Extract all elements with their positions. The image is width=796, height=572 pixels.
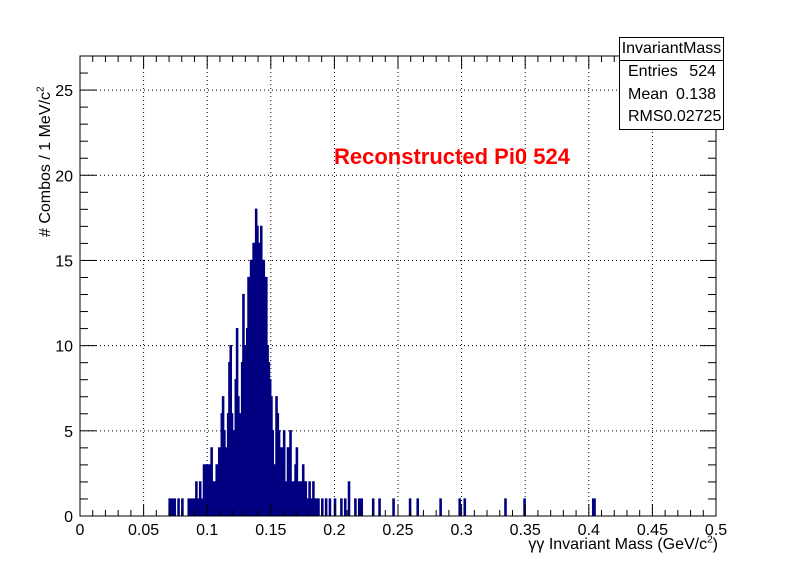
histogram-outline	[168, 208, 596, 516]
y-tick-label: 10	[55, 339, 73, 356]
stats-label: Entries	[628, 63, 678, 80]
stats-box: InvariantMass Entries 524 Mean 0.138 RMS…	[619, 37, 724, 130]
y-tick-label: 20	[55, 168, 73, 185]
x-axis-label: γγ Invariant Mass (GeV/c2)	[528, 534, 718, 553]
stats-label: RMS	[628, 108, 664, 125]
x-tick-label: 0.4	[578, 522, 600, 539]
annotation-label: Reconstructed Pi0 524	[334, 144, 570, 169]
x-tick-label: 0	[76, 522, 85, 539]
x-tick-label: 0.25	[382, 522, 413, 539]
stats-label: Mean	[628, 85, 669, 103]
stats-value: 524	[689, 63, 716, 80]
x-tick-label: 0.2	[323, 522, 345, 539]
x-tick-label: 0.35	[510, 522, 541, 539]
y-tick-label: 15	[55, 253, 73, 270]
x-tick-label: 0.45	[637, 522, 668, 539]
histogram-series	[80, 208, 716, 517]
y-tick-label: 5	[64, 424, 73, 441]
x-tick-label: 0.5	[705, 522, 727, 539]
x-tick-label: 0.3	[450, 522, 472, 539]
stats-row-rms: RMS 0.02725	[620, 106, 723, 129]
stats-title: InvariantMass	[620, 38, 723, 61]
stats-row-mean: Mean 0.138	[620, 84, 723, 107]
y-axis-label: # Combos / 1 MeV/c2	[35, 86, 54, 237]
stats-row-entries: Entries 524	[620, 61, 723, 84]
y-tick-label: 0	[64, 509, 73, 526]
x-tick-label: 0.05	[128, 522, 159, 539]
stats-value: 0.02725	[663, 108, 722, 125]
x-tick-label: 0.1	[196, 522, 218, 539]
y-tick-label: 25	[55, 83, 73, 100]
x-tick-label: 0.15	[255, 522, 286, 539]
stats-value: 0.138	[675, 85, 716, 103]
